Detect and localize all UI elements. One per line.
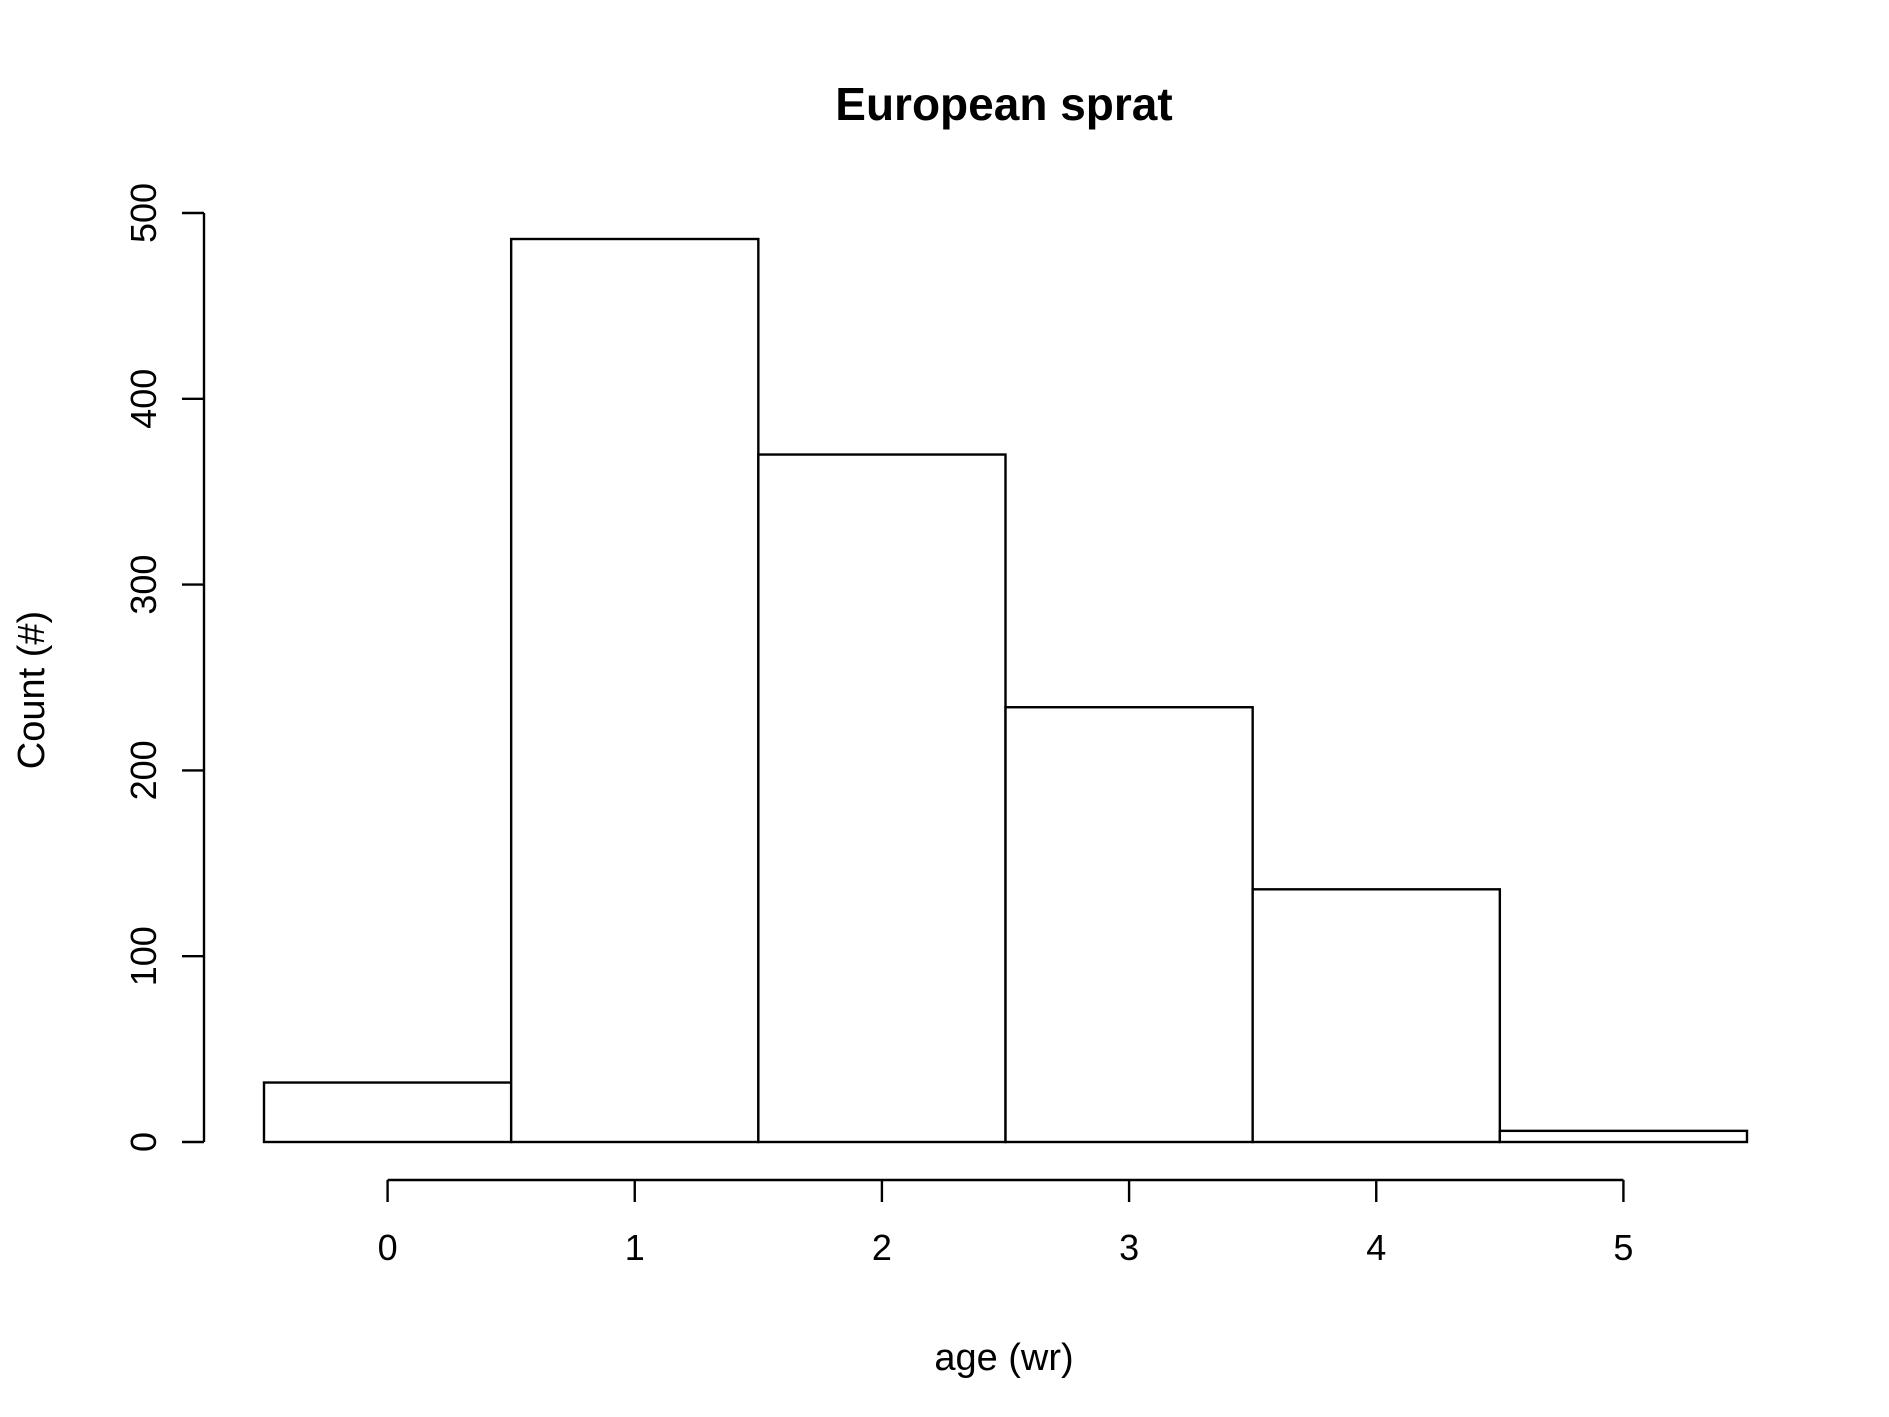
y-tick-label-500: 500 <box>123 183 164 243</box>
y-tick-label-300: 300 <box>123 555 164 615</box>
x-tick-label-0: 0 <box>378 1227 398 1268</box>
x-tick-label-2: 2 <box>872 1227 892 1268</box>
y-axis: 0 100 200 300 400 500 <box>123 183 206 1152</box>
bar-5 <box>1498 1129 1749 1144</box>
bar-3 <box>1004 706 1254 1144</box>
x-axis: 0 1 2 3 4 5 <box>378 1178 1633 1268</box>
x-tick-label-5: 5 <box>1613 1227 1633 1268</box>
x-axis-label: age (wr) <box>934 1337 1073 1379</box>
y-tick-label-200: 200 <box>123 740 164 800</box>
x-tick-label-1: 1 <box>625 1227 645 1268</box>
x-tick-label-3: 3 <box>1119 1227 1139 1268</box>
bar-1 <box>509 237 760 1144</box>
bar-2 <box>757 453 1007 1144</box>
bars-group <box>262 237 1749 1144</box>
chart-title: European sprat <box>835 78 1172 130</box>
y-tick-label-0: 0 <box>123 1132 164 1152</box>
y-axis-label: Count (#) <box>11 611 53 769</box>
bar-4 <box>1251 888 1502 1144</box>
y-tick-label-100: 100 <box>123 926 164 986</box>
bar-0 <box>262 1081 513 1144</box>
x-tick-label-4: 4 <box>1366 1227 1386 1268</box>
y-tick-label-400: 400 <box>123 369 164 429</box>
